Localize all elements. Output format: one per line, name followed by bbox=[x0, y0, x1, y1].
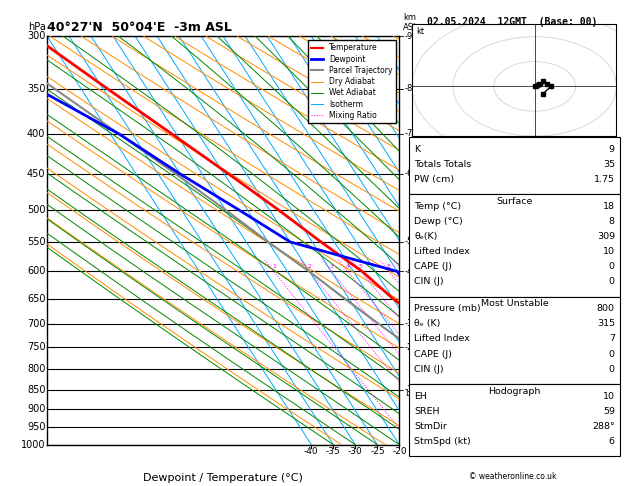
Text: 2: 2 bbox=[308, 264, 311, 269]
Text: km
ASL: km ASL bbox=[403, 13, 418, 33]
Text: 5: 5 bbox=[359, 264, 363, 269]
Text: 400: 400 bbox=[27, 129, 45, 139]
Text: Totals Totals: Totals Totals bbox=[414, 160, 472, 169]
Text: -25: -25 bbox=[370, 447, 385, 456]
Text: 35: 35 bbox=[603, 160, 615, 169]
Text: 315: 315 bbox=[597, 319, 615, 329]
Text: Most Unstable: Most Unstable bbox=[481, 299, 548, 308]
Text: 10: 10 bbox=[603, 247, 615, 256]
Text: 1.75: 1.75 bbox=[594, 175, 615, 184]
Text: -20: -20 bbox=[392, 447, 407, 456]
Text: -2: -2 bbox=[404, 343, 413, 352]
Text: 350: 350 bbox=[27, 84, 45, 94]
Text: 4: 4 bbox=[346, 264, 350, 269]
Text: -30: -30 bbox=[348, 447, 363, 456]
Text: Temp (°C): Temp (°C) bbox=[414, 202, 461, 211]
Text: 750: 750 bbox=[27, 342, 45, 352]
Text: hPa: hPa bbox=[28, 22, 46, 33]
Text: 288°: 288° bbox=[592, 422, 615, 431]
Text: 850: 850 bbox=[27, 384, 45, 395]
Text: -9: -9 bbox=[404, 32, 413, 41]
Text: -40: -40 bbox=[304, 447, 319, 456]
Text: StmDir: StmDir bbox=[414, 422, 447, 431]
Text: LCL: LCL bbox=[404, 389, 420, 398]
Text: 1: 1 bbox=[272, 264, 276, 269]
Text: SREH: SREH bbox=[414, 407, 440, 416]
Text: 6: 6 bbox=[609, 437, 615, 446]
Text: -8: -8 bbox=[404, 84, 413, 93]
Text: 800: 800 bbox=[597, 304, 615, 313]
Text: 550: 550 bbox=[27, 237, 45, 247]
Text: K: K bbox=[414, 145, 420, 154]
Text: PW (cm): PW (cm) bbox=[414, 175, 454, 184]
Text: 900: 900 bbox=[27, 404, 45, 414]
Text: © weatheronline.co.uk: © weatheronline.co.uk bbox=[469, 472, 557, 481]
Text: StmSpd (kt): StmSpd (kt) bbox=[414, 437, 471, 446]
Text: -7: -7 bbox=[404, 129, 413, 139]
Text: 450: 450 bbox=[27, 169, 45, 179]
Text: 0: 0 bbox=[609, 364, 615, 374]
Text: kt: kt bbox=[416, 27, 424, 35]
Text: 8: 8 bbox=[609, 217, 615, 226]
Text: 59: 59 bbox=[603, 407, 615, 416]
Text: 950: 950 bbox=[27, 422, 45, 433]
Text: 1000: 1000 bbox=[21, 440, 45, 450]
Text: -5: -5 bbox=[404, 238, 413, 246]
Text: -3: -3 bbox=[404, 319, 413, 328]
Text: -35: -35 bbox=[326, 447, 341, 456]
Legend: Temperature, Dewpoint, Parcel Trajectory, Dry Adiabat, Wet Adiabat, Isotherm, Mi: Temperature, Dewpoint, Parcel Trajectory… bbox=[308, 40, 396, 123]
Text: 3: 3 bbox=[330, 264, 333, 269]
Text: 0: 0 bbox=[609, 349, 615, 359]
Text: CAPE (J): CAPE (J) bbox=[414, 262, 452, 271]
Text: 02.05.2024  12GMT  (Base: 00): 02.05.2024 12GMT (Base: 00) bbox=[428, 17, 598, 27]
Text: 7: 7 bbox=[609, 334, 615, 344]
Text: 650: 650 bbox=[27, 294, 45, 304]
Text: EH: EH bbox=[414, 392, 427, 400]
Text: 600: 600 bbox=[27, 266, 45, 277]
Text: 40°27'N  50°04'E  -3m ASL: 40°27'N 50°04'E -3m ASL bbox=[47, 21, 232, 34]
Text: 700: 700 bbox=[27, 319, 45, 329]
Text: CIN (J): CIN (J) bbox=[414, 364, 444, 374]
Text: 0: 0 bbox=[609, 277, 615, 286]
Text: CIN (J): CIN (J) bbox=[414, 277, 444, 286]
Text: 18: 18 bbox=[603, 202, 615, 211]
Text: Dewpoint / Temperature (°C): Dewpoint / Temperature (°C) bbox=[143, 473, 303, 483]
Text: Hodograph: Hodograph bbox=[488, 386, 541, 396]
Text: Mixing Ratio (g/kg): Mixing Ratio (g/kg) bbox=[420, 262, 428, 342]
Text: 500: 500 bbox=[27, 205, 45, 215]
Text: Lifted Index: Lifted Index bbox=[414, 247, 470, 256]
Text: 300: 300 bbox=[27, 32, 45, 41]
Text: 9: 9 bbox=[609, 145, 615, 154]
Text: Surface: Surface bbox=[496, 197, 533, 206]
Text: -1: -1 bbox=[404, 385, 413, 394]
Text: 800: 800 bbox=[27, 364, 45, 374]
Text: CAPE (J): CAPE (J) bbox=[414, 349, 452, 359]
Text: Lifted Index: Lifted Index bbox=[414, 334, 470, 344]
Text: -6: -6 bbox=[404, 170, 413, 178]
Text: Pressure (mb): Pressure (mb) bbox=[414, 304, 481, 313]
Text: -4: -4 bbox=[404, 267, 413, 276]
Text: Dewp (°C): Dewp (°C) bbox=[414, 217, 463, 226]
Text: 10: 10 bbox=[603, 392, 615, 400]
Text: θₑ(K): θₑ(K) bbox=[414, 232, 438, 241]
Text: θₑ (K): θₑ (K) bbox=[414, 319, 440, 329]
Text: 309: 309 bbox=[597, 232, 615, 241]
Text: 8: 8 bbox=[387, 264, 391, 269]
Text: 0: 0 bbox=[609, 262, 615, 271]
